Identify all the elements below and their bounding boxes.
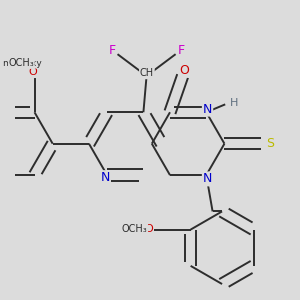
Text: N: N bbox=[100, 171, 110, 184]
Text: H: H bbox=[230, 98, 238, 108]
Text: CH: CH bbox=[140, 68, 154, 78]
Text: O: O bbox=[28, 67, 37, 77]
Text: methoxy: methoxy bbox=[2, 59, 42, 68]
Text: N: N bbox=[203, 172, 212, 185]
Text: O: O bbox=[144, 224, 153, 234]
Text: OCH₃: OCH₃ bbox=[122, 224, 148, 234]
Text: F: F bbox=[178, 44, 185, 57]
Text: O: O bbox=[179, 64, 189, 77]
Text: N: N bbox=[203, 103, 212, 116]
Text: F: F bbox=[108, 44, 116, 57]
Text: S: S bbox=[266, 136, 274, 150]
Text: OCH₃: OCH₃ bbox=[8, 58, 34, 68]
